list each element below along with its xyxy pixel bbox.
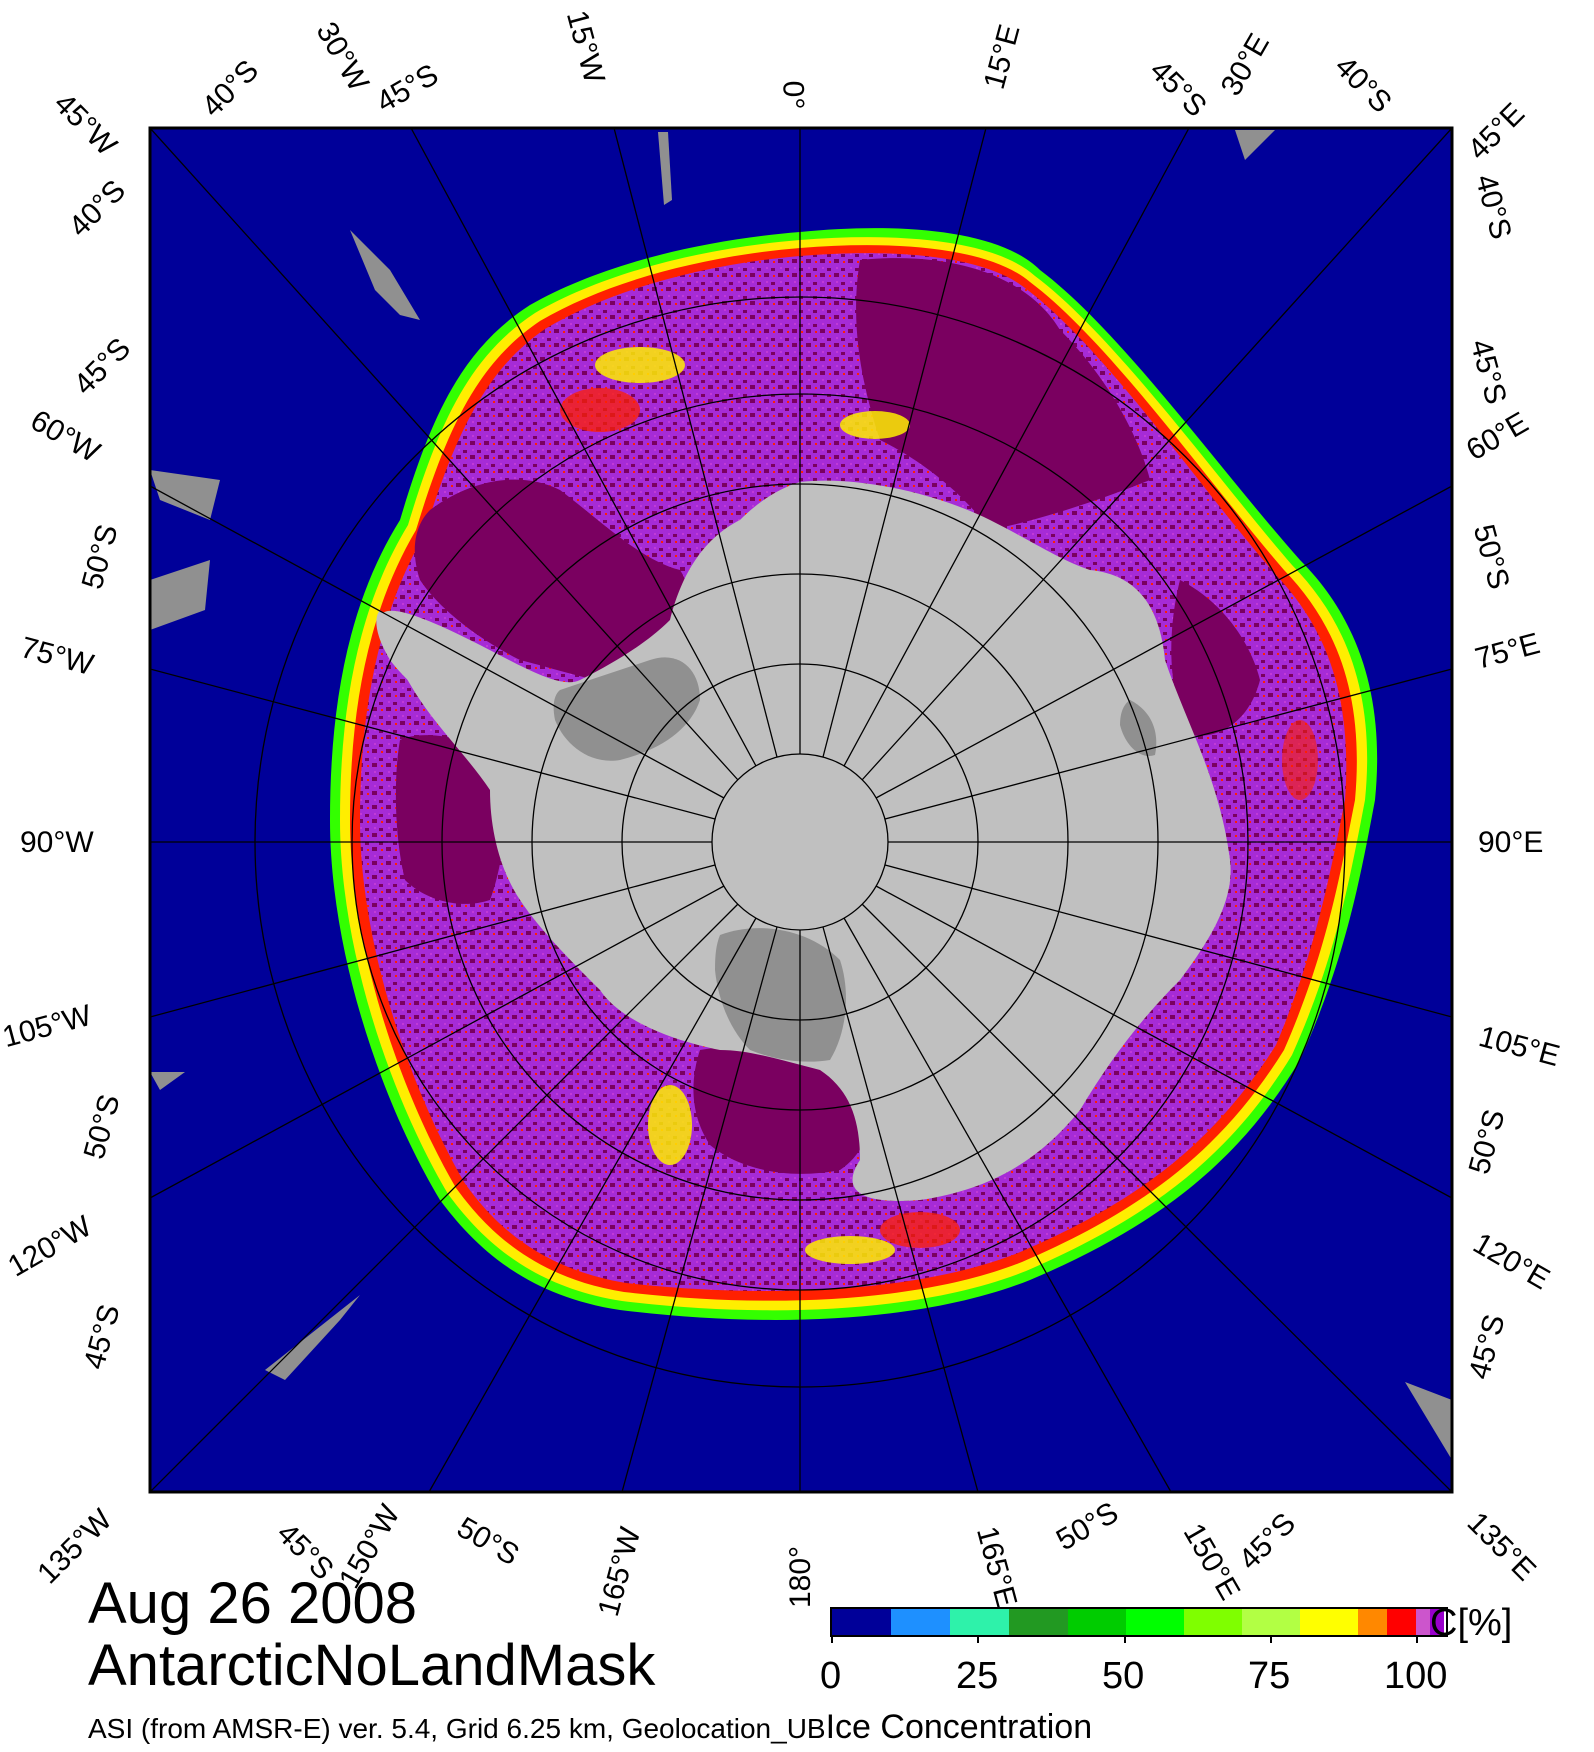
colorbar-tick	[1124, 1635, 1126, 1643]
colorbar-tick-label: 25	[956, 1655, 999, 1697]
lon-label-180: 180°	[784, 1545, 818, 1609]
colorbar-outline	[830, 1607, 1448, 1637]
amery-ice-shelf	[1120, 700, 1157, 756]
colorbar-swatch	[1430, 1609, 1444, 1635]
ice-dense-west	[395, 735, 506, 904]
tasmania-land	[1405, 1382, 1452, 1460]
colorbar-tick	[831, 1635, 833, 1643]
colorbar-tick	[1270, 1635, 1272, 1643]
ice-dense-east	[856, 258, 1150, 530]
footer-product: Ice Concentration	[825, 1708, 1093, 1746]
colorbar-swatch	[1126, 1609, 1184, 1635]
map-name: AntarcticNoLandMask	[88, 1633, 656, 1698]
new-zealand-land	[265, 1295, 360, 1380]
colorbar-swatch	[1300, 1609, 1358, 1635]
colorbar-swatch	[1009, 1609, 1068, 1635]
colorbar-swatch	[1387, 1609, 1416, 1635]
ice-patch-red	[1282, 720, 1318, 800]
colorbar-tick	[1416, 1635, 1418, 1643]
ice-patch-red	[880, 1212, 960, 1248]
map-footer: ASI (from AMSR-E) ver. 5.4, Grid 6.25 km…	[88, 1710, 1092, 1744]
ice-patch-yellow	[805, 1236, 895, 1264]
colorbar-swatch	[1068, 1609, 1126, 1635]
antarctica-land	[380, 480, 1231, 1201]
ronne-ice-shelf	[553, 657, 700, 761]
lon-label-0: 0°	[776, 80, 810, 110]
colorbar-tick-label: 0	[820, 1655, 842, 1697]
colorbar-swatch	[1416, 1609, 1430, 1635]
graticule	[150, 128, 1452, 1492]
lon-label-90w: 90°W	[20, 826, 94, 859]
colorbar-swatch	[1184, 1609, 1242, 1635]
colorbar-swatch	[1242, 1609, 1300, 1635]
footer-source: ASI (from AMSR-E) ver. 5.4, Grid 6.25 km…	[88, 1713, 826, 1744]
colorbar-title: C[%]	[1430, 1602, 1513, 1644]
colorbar-swatch	[832, 1609, 891, 1635]
antarctic-peninsula	[376, 610, 530, 760]
ice-patch-yellow	[840, 411, 910, 439]
colorbar-tick-label: 75	[1248, 1655, 1291, 1697]
ice-dense-weddell	[414, 479, 691, 690]
colorbar-tick	[977, 1635, 979, 1643]
colorbar-swatch	[1358, 1609, 1387, 1635]
ross-ice-shelf	[715, 928, 846, 1062]
colorbar-swatch	[950, 1609, 1009, 1635]
island	[658, 132, 672, 205]
africa-land	[1235, 130, 1275, 160]
south-america-land	[150, 470, 220, 520]
colorbar-tick-label: 100	[1384, 1655, 1448, 1697]
ice-patch-yellow	[648, 1085, 692, 1165]
map-frame	[148, 126, 1454, 1494]
map-date: Aug 26 2008	[88, 1571, 417, 1636]
colorbar-swatch	[891, 1609, 950, 1635]
ice-patch-red	[560, 388, 640, 432]
island	[350, 230, 420, 320]
ice-patch-yellow	[595, 347, 685, 383]
south-america-land	[150, 560, 210, 630]
colorbar-tick-label: 50	[1102, 1655, 1145, 1697]
lon-label-90e: 90°E	[1478, 826, 1544, 859]
ice-dense-southeast	[1171, 580, 1260, 736]
island	[150, 1072, 185, 1090]
